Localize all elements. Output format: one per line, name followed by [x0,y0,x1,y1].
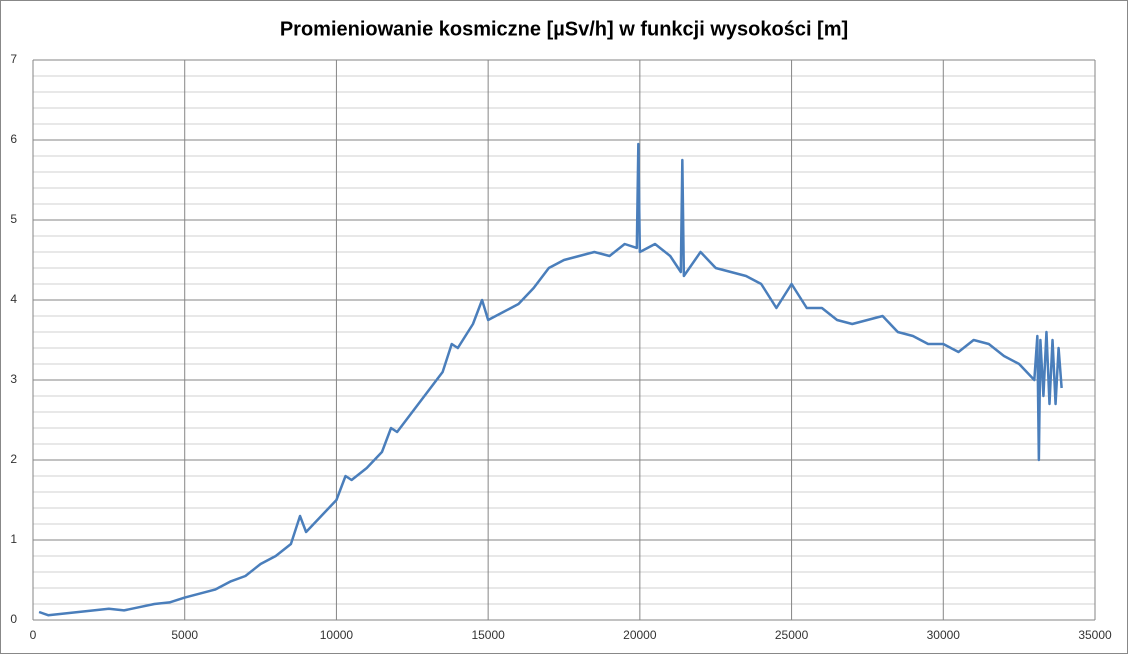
x-tick-label: 20000 [623,628,657,642]
x-tick-label: 35000 [1078,628,1112,642]
y-tick-label: 0 [10,612,17,626]
y-tick-label: 5 [10,212,17,226]
data-line [38,142,1063,617]
x-tick-label: 30000 [927,628,961,642]
y-tick-label: 1 [10,532,17,546]
x-tick-label: 5000 [171,628,198,642]
x-tick-label: 25000 [775,628,809,642]
x-tick-label: 0 [30,628,37,642]
chart-title: Promieniowanie kosmiczne [µSv/h] w funkc… [280,18,848,40]
y-tick-label: 3 [10,372,17,386]
y-tick-label: 6 [10,132,17,146]
x-tick-label: 15000 [471,628,505,642]
y-tick-label: 7 [10,52,17,66]
y-tick-label: 2 [10,452,17,466]
y-tick-label: 4 [10,292,17,306]
x-tick-label: 10000 [320,628,354,642]
